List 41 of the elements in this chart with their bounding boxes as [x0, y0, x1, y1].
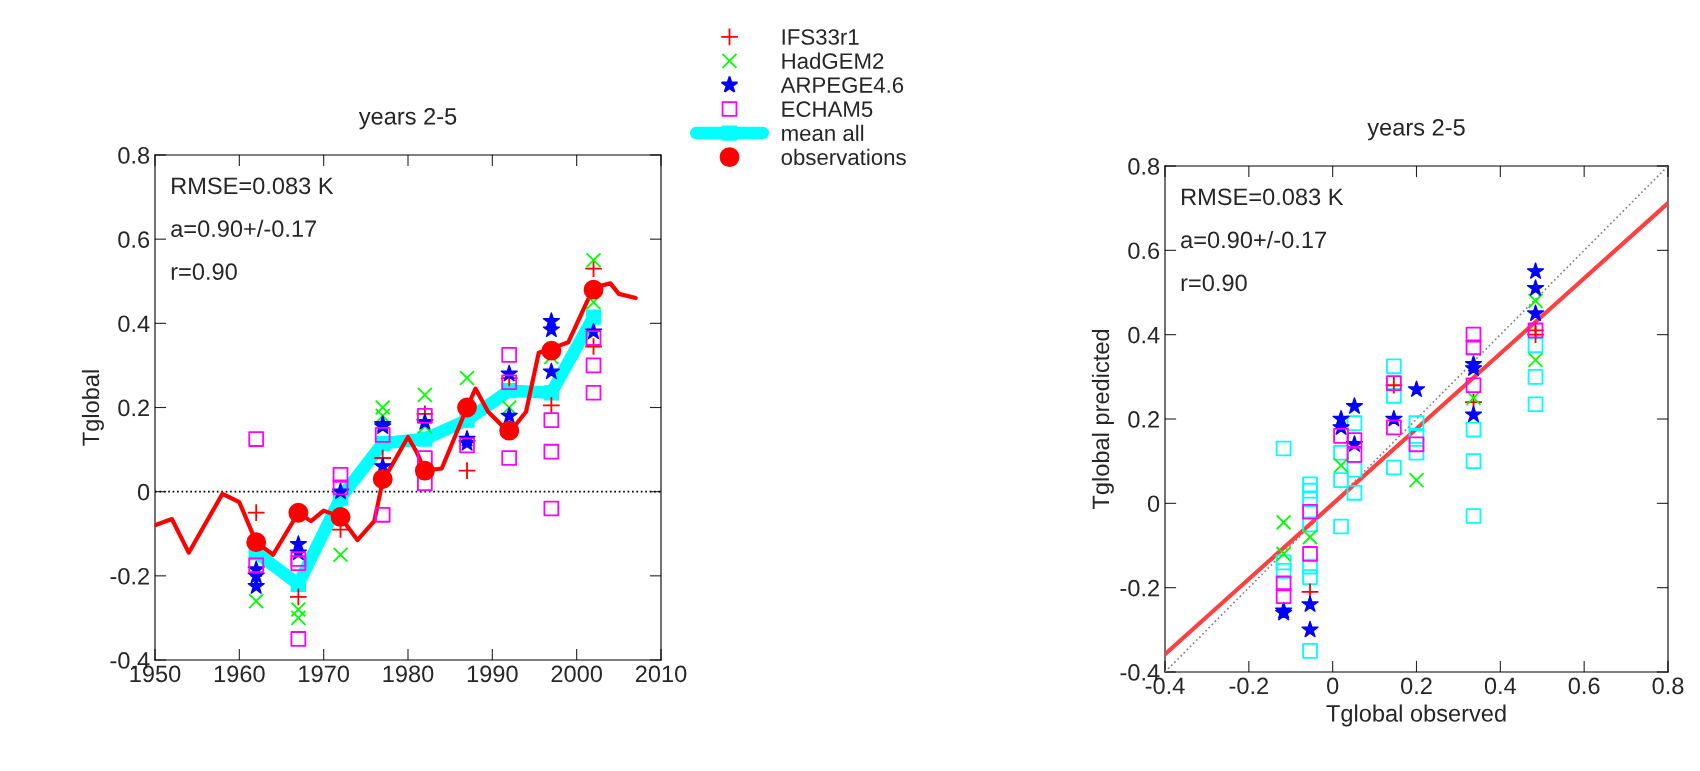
legend-label: mean all [782, 124, 864, 142]
annotation: RMSE=0.083 K [1182, 188, 1344, 206]
x-tick-label: 0.4 [1484, 677, 1517, 695]
y-tick-label: 0.8 [1128, 158, 1160, 175]
y-tick-label: 0 [137, 483, 150, 501]
annotation: RMSE=0.083 K [172, 177, 334, 195]
x-tick-label: 0.2 [1401, 677, 1432, 695]
x-tick-label: 2000 [551, 665, 603, 683]
annotation: a=0.90+/-0.17 [171, 219, 317, 238]
y-tick-label: 0.8 [118, 147, 150, 164]
chart-title: years 2-5 [358, 107, 457, 130]
y-tick-label: 0.2 [118, 399, 149, 417]
x-tick-label: 0.8 [1652, 677, 1684, 695]
legend-label: ECHAM5 [782, 101, 873, 118]
y-tick-label: 0.4 [1128, 326, 1160, 344]
y-tick-label: 0.2 [1128, 411, 1159, 428]
x-tick-label: 2010 [635, 665, 687, 683]
y-tick-label: 0.6 [118, 231, 150, 248]
annotation: r=0.90 [171, 263, 237, 281]
y-tick-label: 0.4 [118, 315, 150, 333]
y-tick-label: -0.2 [110, 567, 149, 585]
x-tick-label: -0.2 [1229, 677, 1268, 695]
x-tick-label: 1970 [299, 665, 350, 683]
legend-label: IFS33r1 [782, 29, 859, 45]
annotation: a=0.90+/-0.17 [1181, 230, 1326, 249]
legend-label: observations [781, 148, 906, 166]
legend-label: HadGEM2 [782, 52, 884, 69]
x-tick-label: 1990 [467, 665, 518, 683]
x-tick-label: 1960 [214, 665, 265, 683]
y-tick-label: -0.2 [1120, 579, 1159, 597]
x-axis-title: Tglobal observed [1326, 704, 1506, 727]
annotation: r=0.90 [1181, 274, 1247, 292]
chart-title: years 2-5 [1367, 118, 1465, 141]
x-tick-label: 1980 [383, 665, 434, 683]
legend-label: ARPEGE4.6 [780, 77, 904, 93]
y-axis-title: Tglobal predicted [1091, 329, 1114, 510]
x-tick-label: 0 [1327, 677, 1339, 695]
y-tick-label: 0.6 [1128, 242, 1160, 260]
y-tick-label: 0 [1147, 495, 1160, 513]
x-tick-label: 0.6 [1568, 677, 1600, 695]
y-axis-title: Tglobal [81, 370, 104, 446]
